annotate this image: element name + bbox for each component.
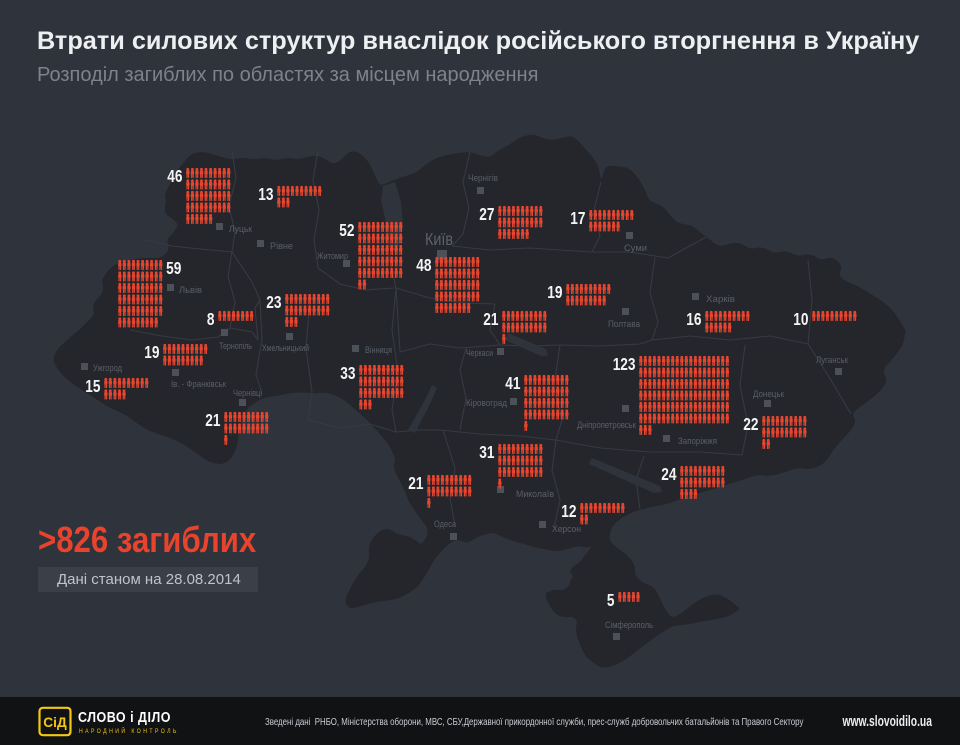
svg-text:33: 33 [340,363,355,383]
svg-text:52: 52 [339,220,354,240]
svg-text:Луганськ: Луганськ [816,355,849,366]
svg-text:Ів. - Франківськ: Ів. - Франківськ [171,379,227,390]
svg-text:Херсон: Херсон [552,524,581,535]
svg-text:24: 24 [661,464,676,484]
svg-text:22: 22 [743,414,758,434]
svg-text:48: 48 [416,255,431,275]
svg-text:Суми: Суми [624,243,647,254]
svg-text:12: 12 [561,501,576,521]
svg-text:27: 27 [479,204,494,224]
svg-text:21: 21 [408,473,423,493]
svg-text:Миколаїв: Миколаїв [516,489,554,500]
svg-text:Донецьк: Донецьк [753,389,785,400]
svg-text:10: 10 [793,309,808,329]
svg-text:17: 17 [570,208,585,228]
svg-text:59: 59 [166,258,181,278]
svg-text:41: 41 [505,373,520,393]
svg-text:21: 21 [205,410,220,430]
svg-text:Сімферополь: Сімферополь [605,620,653,631]
svg-text:8: 8 [207,309,215,329]
svg-text:46: 46 [167,166,182,186]
svg-text:123: 123 [613,354,636,374]
svg-text:Київ: Київ [425,229,453,249]
svg-text:13: 13 [258,184,273,204]
svg-text:Чернігів: Чернігів [468,173,498,184]
svg-text:31: 31 [479,442,494,462]
svg-text:Полтава: Полтава [608,319,641,330]
svg-text:Житомир: Житомир [317,251,348,262]
svg-text:Ужгород: Ужгород [93,363,122,374]
svg-text:Рівне: Рівне [270,241,293,252]
svg-text:Запоріжжя: Запоріжжя [678,436,717,447]
svg-text:Кіровоград: Кіровоград [466,398,507,409]
svg-text:5: 5 [607,590,615,610]
svg-text:Дніпропетровськ: Дніпропетровськ [577,420,637,431]
svg-text:16: 16 [686,309,701,329]
svg-text:19: 19 [547,282,562,302]
svg-text:Чернівці: Чернівці [233,388,262,399]
svg-text:Харків: Харків [706,294,735,305]
svg-text:Одеса: Одеса [434,519,457,530]
svg-text:Львів: Львів [179,285,202,296]
svg-text:23: 23 [266,292,281,312]
svg-text:Вінниця: Вінниця [365,345,392,356]
svg-text:Хмельницький: Хмельницький [262,343,309,354]
svg-text:15: 15 [85,376,100,396]
svg-text:СіД: СіД [43,715,67,730]
svg-text:19: 19 [144,342,159,362]
svg-text:21: 21 [483,309,498,329]
svg-text:Тернопіль: Тернопіль [219,341,252,352]
svg-text:Черкаси: Черкаси [466,348,493,359]
svg-text:Луцьк: Луцьк [229,224,253,235]
